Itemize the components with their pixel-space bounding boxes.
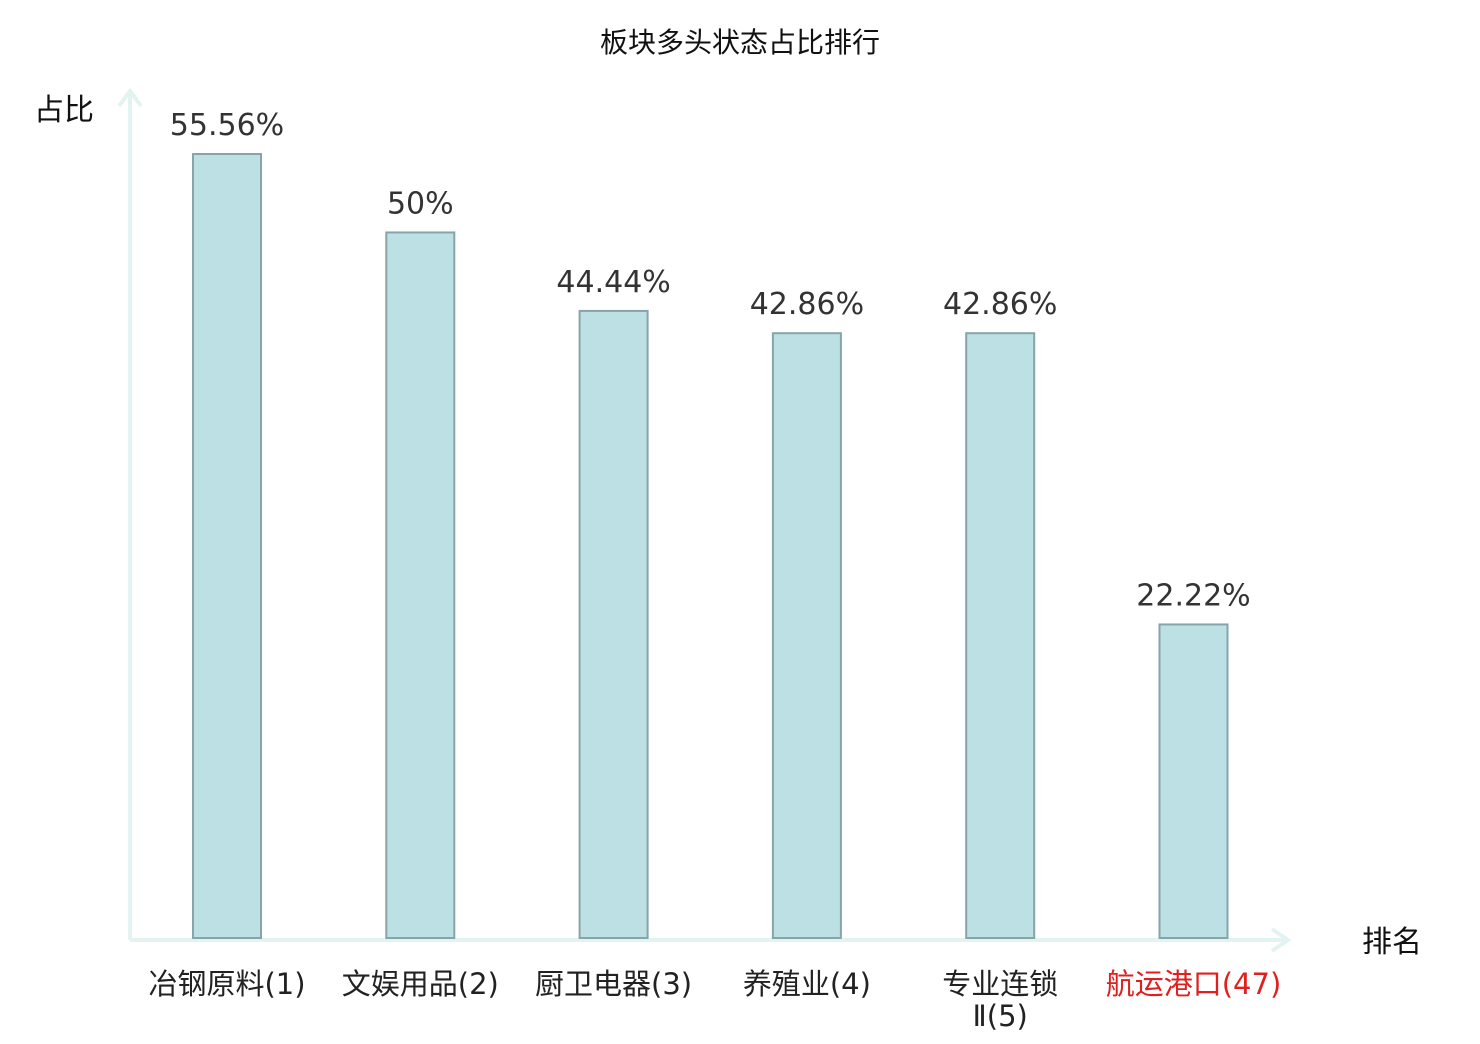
category-label-3: 厨卫电器(3)	[535, 967, 692, 1001]
category-rank-3: (3)	[651, 967, 692, 1001]
bar-value-label-1: 55.56%	[170, 108, 284, 143]
category-name-3: 厨卫电器	[535, 967, 651, 1001]
y-axis-arrow	[117, 87, 143, 108]
bars-group: 55.56% 冶钢原料(1) 50% 文娱用品(2) 44.44% 厨卫电器(3) 42.8…	[148, 108, 1281, 1033]
bar-6	[1158, 623, 1229, 939]
category-label-4: 养殖业(4)	[743, 967, 871, 1001]
bar-4	[771, 332, 842, 939]
category-name-2: 文娱用品	[342, 967, 458, 1001]
category-name-6: 航运港口	[1106, 967, 1222, 1001]
bar-value-label-6: 22.22%	[1136, 578, 1250, 613]
bar-value-label-3: 44.44%	[556, 265, 670, 300]
category-name-5: 专业连锁	[942, 967, 1058, 1001]
bar-value-label-2: 50%	[387, 186, 454, 221]
bar-5	[965, 332, 1036, 939]
x-axis-label: 排名	[1362, 925, 1422, 960]
category-label-1: 冶钢原料(1)	[148, 967, 305, 1001]
x-axis-arrow	[1270, 927, 1292, 953]
bar-3	[578, 309, 649, 939]
bar-value-label-5: 42.86%	[943, 287, 1057, 322]
category-label-6: 航运港口(47)	[1106, 967, 1282, 1001]
bar-value-label-4: 42.86%	[750, 287, 864, 322]
category-rank-5: Ⅱ(5)	[973, 999, 1028, 1033]
category-rank-1: (1)	[264, 967, 305, 1001]
chart-title: 板块多头状态占比排行	[600, 26, 880, 59]
y-axis-label: 占比	[34, 93, 94, 128]
category-name-1: 冶钢原料	[148, 967, 264, 1001]
category-label-5: 专业连锁 Ⅱ(5)	[942, 967, 1058, 1033]
category-rank-4: (4)	[830, 967, 871, 1001]
bar-2	[385, 231, 456, 940]
category-rank-6: (47)	[1222, 967, 1282, 1001]
category-rank-2: (2)	[458, 967, 499, 1001]
category-name-4: 养殖业	[743, 967, 830, 1001]
bar-1	[192, 153, 262, 939]
category-label-2: 文娱用品(2)	[342, 967, 499, 1001]
